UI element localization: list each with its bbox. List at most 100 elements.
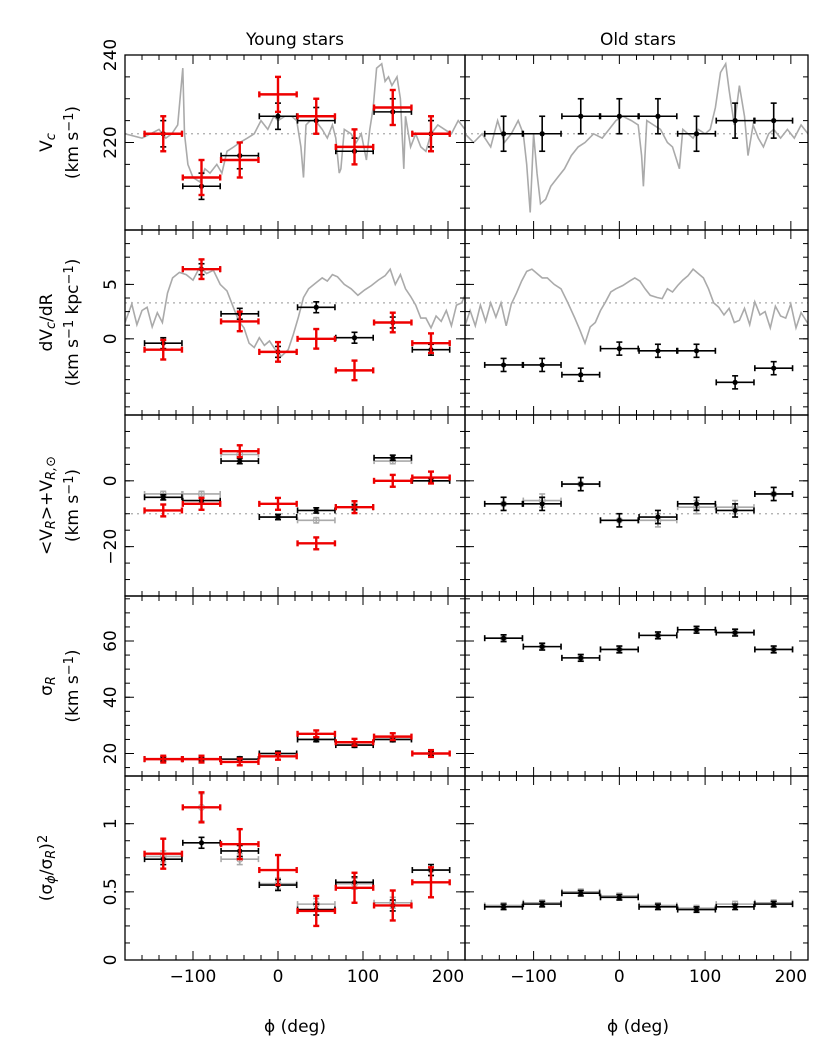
y-axis-label-bottom: (km s−1): [62, 106, 83, 179]
data-marker: [732, 904, 738, 910]
data-marker: [198, 840, 205, 846]
x-tick-label: −100: [170, 967, 217, 987]
data-marker: [539, 644, 545, 650]
plot-area: [125, 62, 465, 201]
data-marker: [500, 635, 507, 641]
plot-area: [465, 61, 808, 213]
red-data-point: [258, 75, 298, 114]
red-data-point: [143, 115, 184, 153]
column-title-old: Old stars: [600, 30, 676, 50]
panel-frame: [464, 414, 809, 597]
red-data-point: [219, 827, 260, 861]
red-data-point: [258, 751, 298, 761]
red-data-point: [219, 444, 260, 459]
data-marker: [313, 507, 319, 514]
plot-area: [143, 729, 451, 767]
red-data-point: [181, 158, 222, 197]
black-data-point: [754, 645, 794, 654]
red-data-point: [296, 536, 337, 551]
black-data-point: [638, 509, 678, 525]
y-tick-label: 220: [101, 126, 121, 158]
red-data-point: [296, 97, 337, 135]
red-data-point: [258, 853, 298, 887]
y-axis-label-top: (σϕ/σR)2: [36, 835, 59, 901]
x-axis-label-young: ϕ (deg): [264, 1017, 326, 1037]
red-data-point: [372, 732, 413, 742]
red-data-point: [181, 791, 222, 824]
data-marker: [275, 113, 281, 119]
red-data-point: [181, 496, 222, 511]
black-data-point: [373, 454, 413, 462]
black-data-point: [715, 375, 755, 390]
black-data-point: [638, 97, 678, 135]
black-data-point: [676, 625, 717, 634]
black-data-point: [258, 102, 298, 131]
red-data-point: [411, 470, 451, 485]
panel-young-row-1: 05: [101, 229, 466, 416]
model-curve: [125, 62, 465, 184]
black-data-point: [182, 836, 221, 850]
black-data-point: [715, 628, 755, 637]
data-marker: [693, 501, 700, 507]
data-marker: [771, 901, 777, 907]
red-data-point: [219, 757, 260, 767]
panel-old-row-1: [464, 229, 809, 416]
panel-old-row-2: [464, 414, 809, 597]
red-data-point: [411, 115, 451, 153]
black-data-point: [483, 115, 524, 153]
plot-area: [465, 268, 808, 390]
panel-young-row-2: −20 0: [101, 414, 466, 597]
x-tick-label: 200: [775, 967, 807, 987]
panel-frame: [124, 595, 466, 777]
data-marker: [655, 632, 661, 638]
black-data-point: [561, 476, 601, 492]
data-marker: [390, 455, 396, 461]
data-marker: [732, 629, 738, 636]
red-data-point: [372, 88, 413, 127]
model-curve: [465, 61, 808, 213]
y-tick-label: 20: [101, 743, 121, 765]
black-data-point: [676, 115, 717, 153]
black-data-point: [522, 642, 562, 651]
red-data-point: [143, 754, 184, 764]
black-data-point: [599, 893, 640, 901]
red-data-point: [334, 871, 375, 904]
panel-old-row-0: [464, 54, 809, 231]
data-marker: [539, 901, 545, 907]
black-data-point: [599, 512, 640, 528]
panel-frame: [124, 775, 466, 961]
data-marker: [539, 131, 545, 137]
red-data-point: [296, 327, 337, 350]
data-marker: [275, 514, 281, 520]
panel-row-2: <VR>+VR,⊙(km s−1) −20 0: [37, 414, 809, 597]
black-data-point: [638, 903, 678, 911]
panel-row-0: Vc (km s−1) 220 240: [37, 39, 809, 231]
red-data-point: [334, 359, 375, 382]
panel-frame: [124, 54, 466, 231]
red-data-point: [334, 500, 375, 515]
red-data-point: [181, 754, 222, 764]
black-data-point: [522, 357, 562, 373]
black-data-point: [220, 457, 260, 465]
panel-frame: [464, 595, 809, 777]
red-data-point: [411, 866, 451, 899]
y-axis-label-bottom: (km s−1 kpc−1): [62, 259, 83, 387]
data-marker: [771, 646, 777, 653]
data-marker: [500, 904, 507, 910]
plot-area: [483, 625, 794, 663]
data-marker: [500, 362, 507, 368]
black-data-point: [676, 343, 717, 359]
red-data-point: [372, 889, 413, 922]
y-tick-label: 0: [101, 333, 121, 344]
data-marker: [616, 346, 622, 352]
data-marker: [500, 501, 507, 507]
data-marker: [693, 906, 700, 913]
black-data-point: [334, 331, 375, 344]
panel-frame: [464, 54, 809, 231]
data-marker: [539, 362, 545, 368]
red-data-point: [296, 729, 337, 739]
black-data-point: [599, 341, 640, 356]
data-marker: [578, 113, 584, 119]
red-data-point: [143, 503, 184, 518]
data-marker: [578, 481, 584, 487]
